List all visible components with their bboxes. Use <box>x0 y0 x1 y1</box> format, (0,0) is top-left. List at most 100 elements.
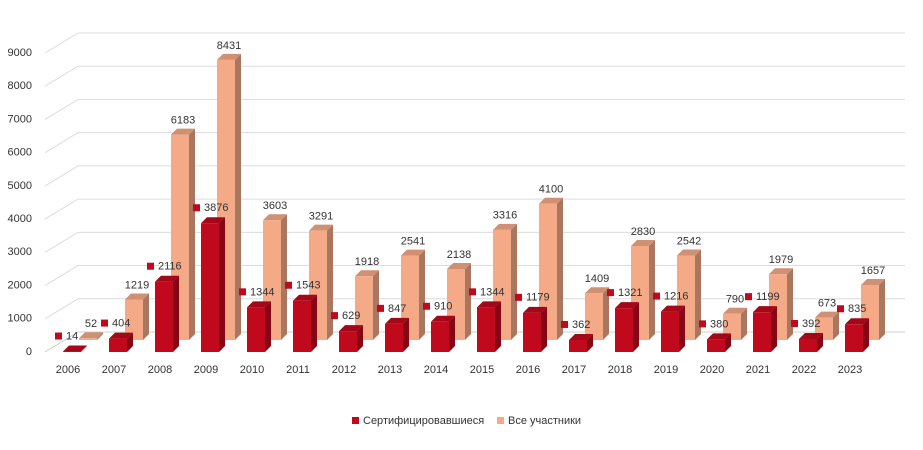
bar-side <box>833 311 839 340</box>
bar-top <box>171 128 195 135</box>
y-tick-label: 4000 <box>8 213 32 225</box>
grid-line <box>44 32 905 54</box>
bar-top <box>493 223 517 230</box>
bar-side <box>633 302 639 352</box>
label-marker <box>699 320 706 328</box>
legend-swatch <box>497 417 504 424</box>
bar-top <box>845 318 869 325</box>
bar <box>293 300 311 352</box>
bar <box>799 338 817 352</box>
data-label: 1179 <box>526 292 550 304</box>
bar <box>431 321 449 352</box>
bar <box>355 276 373 340</box>
bar-top <box>677 249 701 256</box>
grid-line <box>44 298 905 320</box>
bar-side <box>143 293 149 340</box>
bar-side <box>817 332 823 352</box>
bar-top <box>431 315 455 322</box>
bar <box>569 339 587 352</box>
bar-side <box>81 345 87 352</box>
bar <box>79 338 97 340</box>
label-marker <box>791 319 798 327</box>
bar-side <box>373 270 379 340</box>
y-tick-label: 6000 <box>8 147 32 159</box>
x-tick-label: 2015 <box>470 364 494 376</box>
legend-swatch <box>352 417 359 424</box>
x-tick-label: 2023 <box>838 364 862 376</box>
bar-top <box>293 294 317 301</box>
bar-top <box>539 197 563 204</box>
data-label: 2116 <box>158 261 182 273</box>
grid-line <box>44 198 905 220</box>
data-label: 1344 <box>250 286 274 298</box>
bar-side <box>649 239 655 340</box>
bar-side <box>787 268 793 340</box>
bar-side <box>311 294 317 352</box>
bar <box>201 223 219 352</box>
bar-top <box>753 306 777 313</box>
bar-top <box>707 333 731 340</box>
bar <box>539 203 557 340</box>
bar-side <box>557 197 563 340</box>
bar-top <box>339 325 363 332</box>
bar-top <box>447 262 471 269</box>
legend-label: Сертифицировавшиеся <box>363 415 484 427</box>
bar-side <box>587 333 593 352</box>
bar-top <box>799 332 823 339</box>
x-tick-label: 2010 <box>240 364 264 376</box>
bar <box>615 308 633 352</box>
label-marker <box>837 305 844 313</box>
bar <box>125 299 143 340</box>
bar-top <box>109 332 133 339</box>
label-marker <box>423 302 430 310</box>
bar-side <box>725 333 731 352</box>
bar-top <box>615 302 639 309</box>
data-label: 14 <box>66 330 78 342</box>
y-tick-label: 5000 <box>8 180 32 192</box>
bar-side <box>741 307 747 340</box>
label-marker <box>193 204 200 212</box>
data-label: 404 <box>112 317 130 329</box>
data-label: 1321 <box>618 287 642 299</box>
bar-side <box>403 317 409 352</box>
bar-side <box>603 287 609 340</box>
data-label: 3876 <box>204 202 228 214</box>
data-label: 1979 <box>769 254 793 266</box>
x-tick-label: 2014 <box>424 364 448 376</box>
data-label: 1219 <box>125 279 149 291</box>
bar-top <box>247 301 271 308</box>
data-label: 392 <box>802 318 820 330</box>
bar-side <box>495 301 501 352</box>
bar-top <box>263 214 287 221</box>
bar-top <box>585 287 609 294</box>
label-marker <box>469 288 476 296</box>
bar-top <box>63 345 87 352</box>
data-label: 1199 <box>756 291 780 303</box>
x-tick-label: 2011 <box>286 364 310 376</box>
label-marker <box>101 319 108 327</box>
bar-side <box>357 325 363 352</box>
bar-top <box>355 270 379 277</box>
data-label: 910 <box>434 301 452 313</box>
x-tick-label: 2021 <box>746 364 770 376</box>
bar-side <box>219 217 225 352</box>
legend-label: Все участники <box>508 415 581 427</box>
x-tick-label: 2018 <box>608 364 632 376</box>
data-label: 1409 <box>585 273 609 285</box>
bar-top <box>217 53 241 60</box>
bar-side <box>281 214 287 340</box>
bar <box>339 331 357 352</box>
bar-side <box>695 249 701 340</box>
y-tick-label: 0 <box>26 346 32 358</box>
bar-top <box>815 311 839 318</box>
data-label: 380 <box>710 318 728 330</box>
bar-side <box>771 306 777 352</box>
label-marker <box>239 288 246 296</box>
bar-side <box>327 224 333 340</box>
bar-top <box>523 306 547 313</box>
x-tick-label: 2006 <box>56 364 80 376</box>
y-tick-label: 2000 <box>8 279 32 291</box>
bar-side <box>679 305 685 352</box>
data-label: 629 <box>342 310 360 322</box>
